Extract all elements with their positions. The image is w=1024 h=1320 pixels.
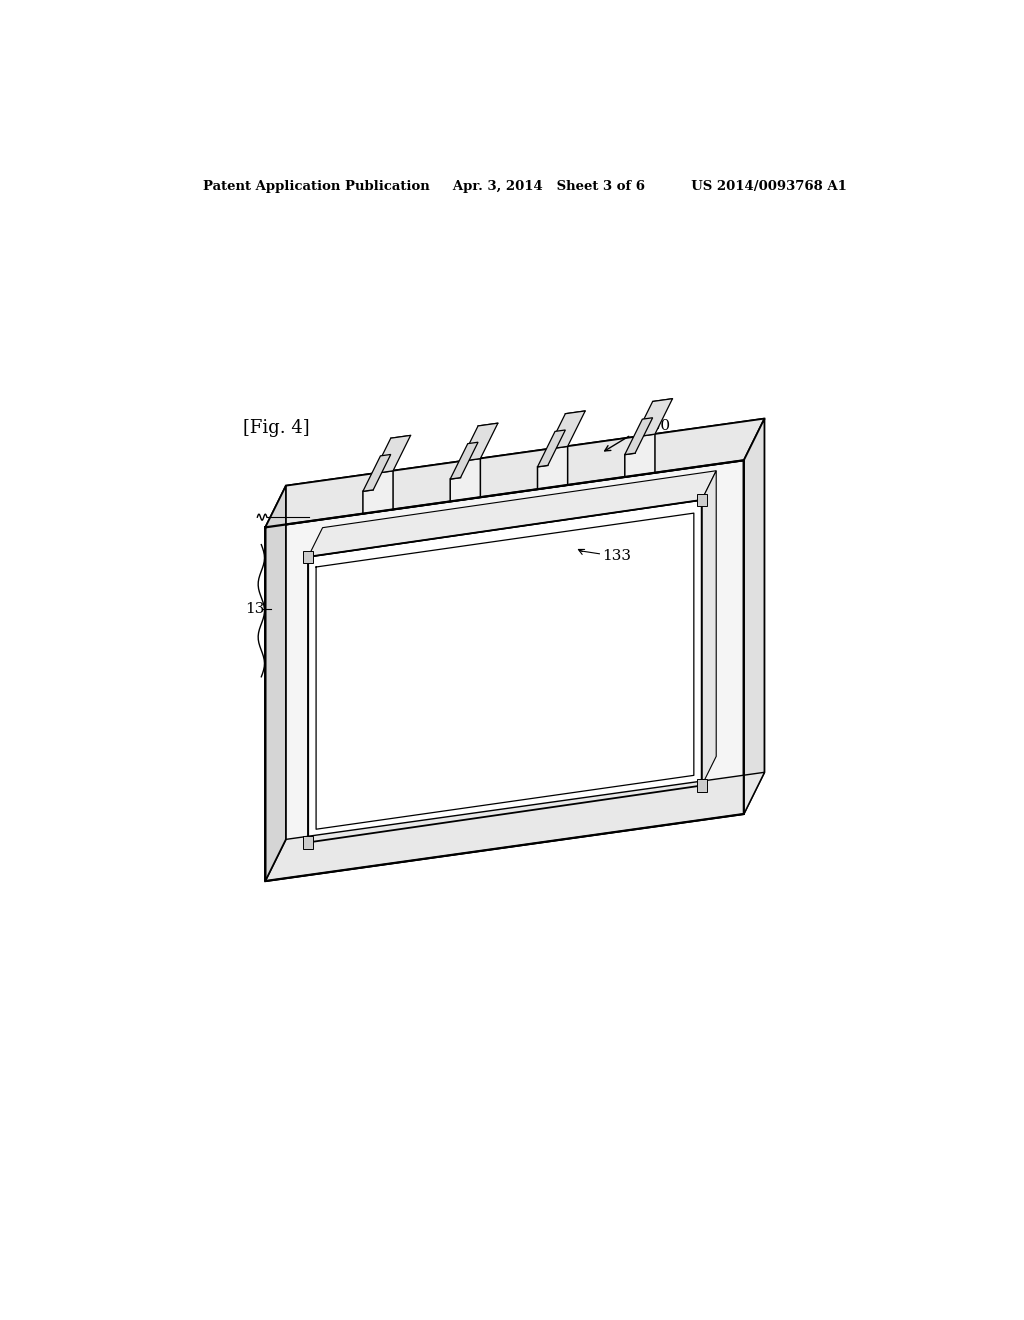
Polygon shape (697, 494, 707, 506)
Polygon shape (548, 411, 585, 449)
Polygon shape (265, 486, 286, 880)
Polygon shape (303, 550, 313, 562)
Text: 133: 133 (602, 549, 631, 562)
Polygon shape (303, 837, 313, 849)
Polygon shape (308, 500, 701, 842)
Polygon shape (461, 424, 498, 462)
Polygon shape (451, 442, 478, 479)
Polygon shape (362, 454, 391, 491)
Polygon shape (538, 446, 567, 490)
Polygon shape (625, 417, 652, 454)
Polygon shape (265, 461, 743, 880)
Polygon shape (697, 779, 707, 792)
Polygon shape (308, 471, 716, 557)
Polygon shape (451, 458, 480, 502)
Text: 130: 130 (641, 418, 670, 433)
Polygon shape (701, 471, 716, 785)
Text: 132: 132 (245, 602, 274, 615)
Polygon shape (625, 434, 655, 477)
Text: Patent Application Publication     Apr. 3, 2014   Sheet 3 of 6          US 2014/: Patent Application Publication Apr. 3, 2… (203, 181, 847, 193)
Polygon shape (373, 436, 411, 474)
Polygon shape (362, 471, 393, 513)
Polygon shape (265, 772, 765, 880)
Polygon shape (635, 399, 673, 437)
Polygon shape (743, 418, 765, 814)
Text: [Fig. 4]: [Fig. 4] (243, 418, 309, 437)
Polygon shape (265, 418, 765, 528)
Polygon shape (538, 430, 565, 467)
Text: 131: 131 (283, 506, 312, 520)
